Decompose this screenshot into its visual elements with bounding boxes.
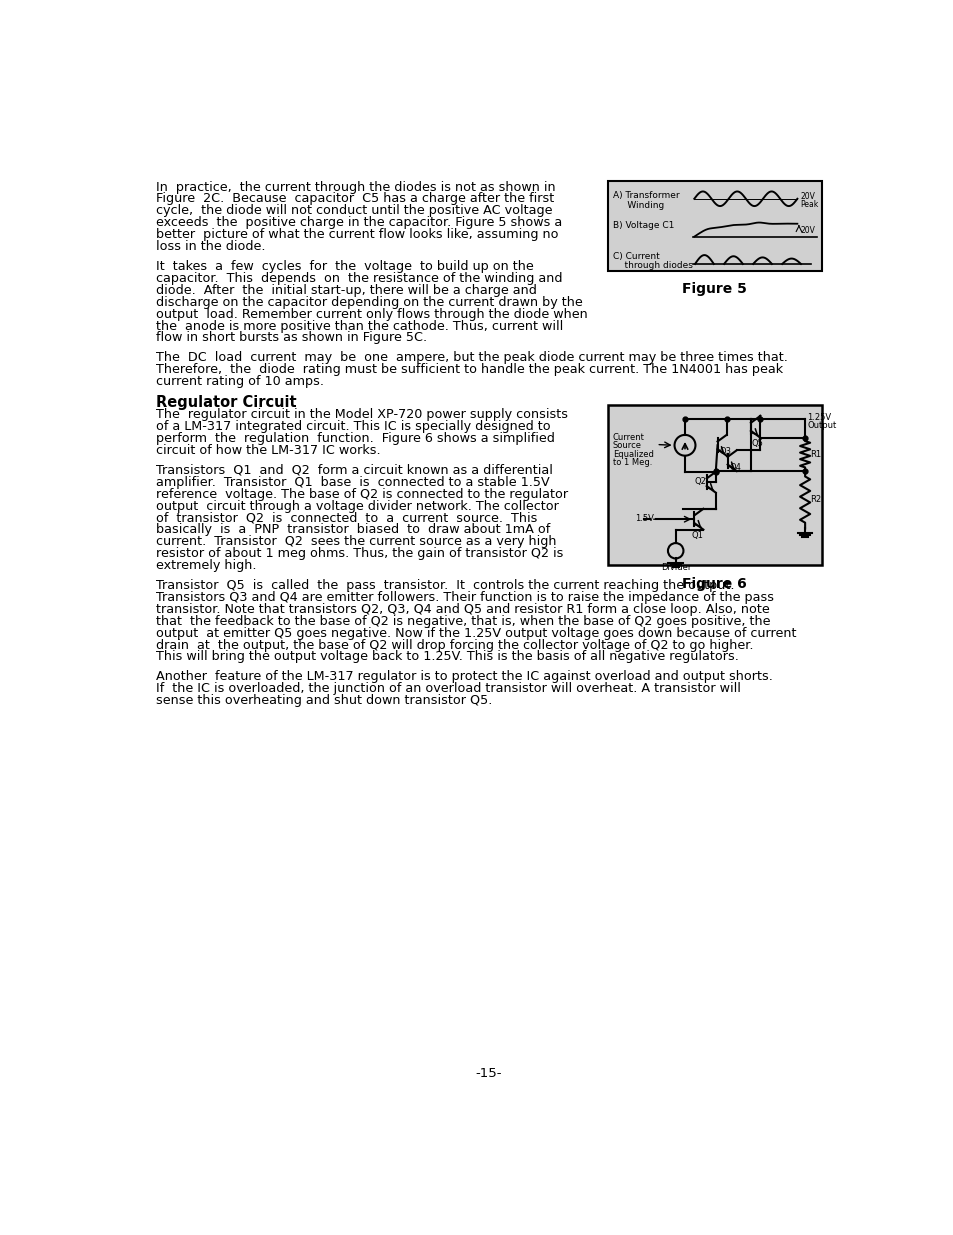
Text: exceeds  the  positive charge in the capacitor. Figure 5 shows a: exceeds the positive charge in the capac…	[155, 216, 561, 230]
Text: This will bring the output voltage back to 1.25V. This is the basis of all negat: This will bring the output voltage back …	[155, 651, 738, 663]
Text: discharge on the capacitor depending on the current drawn by the: discharge on the capacitor depending on …	[155, 295, 582, 309]
Text: Equalized: Equalized	[612, 450, 653, 459]
Text: 1.5V: 1.5V	[635, 514, 654, 522]
Text: Transistors Q3 and Q4 are emitter followers. Their function is to raise the impe: Transistors Q3 and Q4 are emitter follow…	[155, 590, 773, 604]
Text: Divider: Divider	[660, 563, 691, 572]
Text: sense this overheating and shut down transistor Q5.: sense this overheating and shut down tra…	[155, 694, 492, 706]
Text: output  circuit through a voltage divider network. The collector: output circuit through a voltage divider…	[155, 500, 558, 513]
Text: perform  the  regulation  function.  Figure 6 shows a simplified: perform the regulation function. Figure …	[155, 432, 554, 445]
Text: Another  feature of the LM-317 regulator is to protect the IC against overload a: Another feature of the LM-317 regulator …	[155, 671, 772, 683]
Text: better  picture of what the current flow looks like, assuming no: better picture of what the current flow …	[155, 228, 558, 241]
Text: cycle,  the diode will not conduct until the positive AC voltage: cycle, the diode will not conduct until …	[155, 205, 552, 217]
Text: C) Current: C) Current	[612, 252, 659, 261]
Bar	[607, 405, 821, 566]
Text: reference  voltage. The base of Q2 is connected to the regulator: reference voltage. The base of Q2 is con…	[155, 488, 567, 500]
Text: Winding: Winding	[612, 201, 663, 210]
Text: drain  at  the output, the base of Q2 will drop forcing the collector voltage of: drain at the output, the base of Q2 will…	[155, 638, 752, 652]
Text: of a LM-317 integrated circuit. This IC is specially designed to: of a LM-317 integrated circuit. This IC …	[155, 420, 550, 433]
Text: to 1 Meg.: to 1 Meg.	[612, 458, 652, 467]
Text: Transistors  Q1  and  Q2  form a circuit known as a differential: Transistors Q1 and Q2 form a circuit kno…	[155, 464, 552, 477]
Text: loss in the diode.: loss in the diode.	[155, 241, 265, 253]
Text: the  anode is more positive than the cathode. Thus, current will: the anode is more positive than the cath…	[155, 320, 562, 332]
Text: capacitor.  This  depends  on  the resistance of the winding and: capacitor. This depends on the resistanc…	[155, 272, 561, 285]
Text: flow in short bursts as shown in Figure 5C.: flow in short bursts as shown in Figure …	[155, 331, 426, 345]
Text: of  transistor  Q2  is  connected  to  a  current  source.  This: of transistor Q2 is connected to a curre…	[155, 511, 537, 525]
Text: Therefore,  the  diode  rating must be sufficient to handle the peak current. Th: Therefore, the diode rating must be suff…	[155, 363, 782, 375]
Text: Source: Source	[612, 441, 641, 451]
Text: amplifier.  Transistor  Q1  base  is  connected to a stable 1.5V: amplifier. Transistor Q1 base is connect…	[155, 475, 549, 489]
Text: Regulator Circuit: Regulator Circuit	[155, 395, 296, 410]
Text: current.  Transistor  Q2  sees the current source as a very high: current. Transistor Q2 sees the current …	[155, 536, 556, 548]
Text: resistor of about 1 meg ohms. Thus, the gain of transistor Q2 is: resistor of about 1 meg ohms. Thus, the …	[155, 547, 562, 561]
Text: Figure 6: Figure 6	[681, 577, 746, 592]
Text: output  load. Remember current only flows through the diode when: output load. Remember current only flows…	[155, 308, 587, 321]
Text: The  DC  load  current  may  be  one  ampere, but the peak diode current may be : The DC load current may be one ampere, b…	[155, 351, 787, 364]
Text: circuit of how the LM-317 IC works.: circuit of how the LM-317 IC works.	[155, 445, 380, 457]
Text: -15-: -15-	[476, 1067, 501, 1079]
Text: Current: Current	[612, 433, 644, 442]
Text: Q2: Q2	[694, 477, 705, 487]
Bar	[607, 180, 821, 272]
Text: basically  is  a  PNP  transistor  biased  to  draw about 1mA of: basically is a PNP transistor biased to …	[155, 524, 549, 536]
Text: If  the IC is overloaded, the junction of an overload transistor will overheat. : If the IC is overloaded, the junction of…	[155, 682, 740, 695]
Text: Figure  2C.  Because  capacitor  C5 has a charge after the first: Figure 2C. Because capacitor C5 has a ch…	[155, 193, 554, 205]
Text: Transistor  Q5  is  called  the  pass  transistor.  It  controls the current rea: Transistor Q5 is called the pass transis…	[155, 579, 734, 592]
Text: transistor. Note that transistors Q2, Q3, Q4 and Q5 and resistor R1 form a close: transistor. Note that transistors Q2, Q3…	[155, 603, 769, 616]
Text: through diodes: through diodes	[612, 261, 692, 270]
Text: that  the feedback to the base of Q2 is negative, that is, when the base of Q2 g: that the feedback to the base of Q2 is n…	[155, 615, 769, 627]
Text: 20V: 20V	[800, 191, 815, 201]
Text: It  takes  a  few  cycles  for  the  voltage  to build up on the: It takes a few cycles for the voltage to…	[155, 259, 533, 273]
Text: Peak: Peak	[800, 200, 818, 209]
Text: extremely high.: extremely high.	[155, 559, 256, 572]
Text: diode.  After  the  initial start-up, there will be a charge and: diode. After the initial start-up, there…	[155, 284, 536, 296]
Text: current rating of 10 amps.: current rating of 10 amps.	[155, 375, 323, 388]
Text: Q4: Q4	[728, 463, 740, 472]
Text: A) Transformer: A) Transformer	[612, 191, 679, 200]
Text: output  at emitter Q5 goes negative. Now if the 1.25V output voltage goes down b: output at emitter Q5 goes negative. Now …	[155, 626, 796, 640]
Text: In  practice,  the current through the diodes is not as shown in: In practice, the current through the dio…	[155, 180, 555, 194]
Text: Figure 5: Figure 5	[681, 282, 746, 296]
Text: R1: R1	[810, 450, 821, 458]
Text: The  regulator circuit in the Model XP-720 power supply consists: The regulator circuit in the Model XP-72…	[155, 409, 567, 421]
Text: 1.25V: 1.25V	[806, 412, 831, 422]
Text: R2: R2	[810, 495, 821, 504]
Text: B) Voltage C1: B) Voltage C1	[612, 221, 674, 231]
Text: Q3: Q3	[719, 447, 730, 457]
Text: Q1: Q1	[691, 531, 703, 540]
Text: 20V: 20V	[800, 226, 815, 235]
Text: Q5: Q5	[751, 438, 762, 447]
Text: Output: Output	[806, 421, 836, 430]
